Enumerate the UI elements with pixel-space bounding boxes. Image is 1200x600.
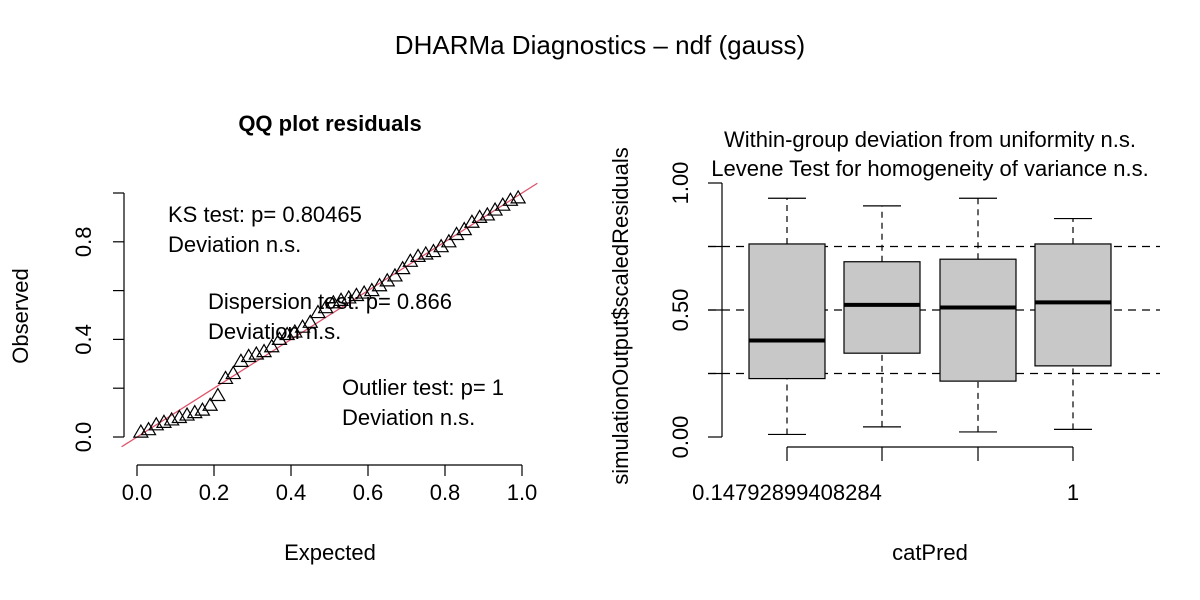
boxplot-box-group xyxy=(748,197,826,436)
qq-point xyxy=(410,248,427,263)
boxplot-y-tick-label: 0.00 xyxy=(668,416,693,459)
boxplot-y-tick-label: 0.50 xyxy=(668,289,693,332)
qq-x-tick-label: 0.4 xyxy=(276,480,307,505)
qq-point xyxy=(417,245,434,260)
qq-point xyxy=(225,365,242,380)
qq-y-tick-label: 0.4 xyxy=(71,324,96,355)
qq-point xyxy=(433,238,450,253)
boxplot-axes: 0.00 0.50 1.00 0.14792899408284 1 xyxy=(668,162,1079,505)
boxplot-box-group xyxy=(1034,217,1112,430)
qq-point xyxy=(140,421,157,436)
qq-axes: 0.0 0.2 0.4 0.6 0.8 1.0 0.0 0.4 0.8 xyxy=(71,182,538,505)
boxplot-title-line-2: Levene Test for homogeneity of variance … xyxy=(711,156,1148,181)
boxplot-box xyxy=(1034,243,1112,367)
boxplot-box-group xyxy=(939,197,1017,433)
qq-point xyxy=(132,423,149,438)
qq-point xyxy=(510,189,527,204)
boxplot-box xyxy=(939,258,1017,382)
qq-point xyxy=(325,294,342,309)
qq-point xyxy=(302,314,319,328)
qq-point xyxy=(171,409,188,424)
boxplot-panel: Within-group deviation from uniformity n… xyxy=(608,127,1160,565)
qq-x-tick-label: 0.2 xyxy=(199,480,230,505)
qq-point xyxy=(494,197,511,211)
boxplot-y-axis-label: simulationOutput$scaledResiduals xyxy=(608,147,633,485)
qq-point xyxy=(186,404,203,419)
boxplot-box-group xyxy=(843,205,921,428)
qq-point xyxy=(386,267,403,282)
qq-point xyxy=(356,284,373,299)
qq-point xyxy=(394,260,411,275)
boxplot-x-axis-label: catPred xyxy=(892,540,968,565)
qq-point xyxy=(209,387,226,402)
qq-point xyxy=(371,277,388,292)
qq-point xyxy=(148,416,165,431)
qq-point xyxy=(194,401,211,416)
qq-point xyxy=(163,411,180,426)
qq-annotation-line: Outlier test: p= 1 xyxy=(342,375,504,400)
boxplot-x-tick-label: 1 xyxy=(1067,480,1079,505)
boxplot-y-tick-label: 1.00 xyxy=(668,162,693,205)
qq-point xyxy=(363,282,380,297)
qq-point xyxy=(348,287,365,302)
qq-test-annotations: KS test: p= 0.80465 Deviation n.s. Dispers… xyxy=(168,202,504,430)
boxplot-x-tick-label: 0.14792899408284 xyxy=(692,480,882,505)
qq-point xyxy=(179,406,196,421)
qq-x-tick-label: 1.0 xyxy=(507,480,538,505)
qq-point xyxy=(286,323,303,338)
qq-point xyxy=(155,414,172,428)
boxplot-box xyxy=(843,261,921,354)
qq-y-tick-label: 0.0 xyxy=(71,422,96,453)
qq-points xyxy=(132,189,527,438)
qq-annotation-line: Deviation n.s. xyxy=(208,319,341,344)
qq-y-tick-label: 0.8 xyxy=(71,227,96,258)
qq-annotation-line: KS test: p= 0.80465 xyxy=(168,202,362,227)
qq-point xyxy=(487,201,504,216)
qq-x-tick-label: 0.6 xyxy=(353,480,384,505)
boxplot-boxes xyxy=(748,197,1112,436)
qq-y-axis-label: Observed xyxy=(8,268,33,363)
qq-point xyxy=(471,209,488,223)
qq-point xyxy=(256,343,273,358)
qq-x-tick-label: 0.8 xyxy=(430,480,461,505)
qq-annotation-line: Deviation n.s. xyxy=(168,232,301,257)
qq-point xyxy=(502,192,519,206)
qq-point xyxy=(448,226,465,241)
qq-annotation-line: Dispersion test: p= 0.866 xyxy=(208,289,452,314)
qq-point xyxy=(479,206,496,221)
qq-plot-panel: QQ plot residuals Expected Observed 0.0 0… xyxy=(8,111,538,565)
qq-point xyxy=(402,253,419,267)
qq-point xyxy=(279,326,296,341)
qq-point xyxy=(463,214,480,228)
qq-annotation-line: Deviation n.s. xyxy=(342,405,475,430)
page-title: DHARMa Diagnostics – ndf (gauss) xyxy=(395,30,805,60)
qq-plot-title: QQ plot residuals xyxy=(238,111,421,136)
qq-point xyxy=(248,345,265,360)
qq-point xyxy=(202,397,219,411)
qq-point xyxy=(309,304,326,319)
qq-point xyxy=(333,292,350,306)
qq-x-axis-label: Expected xyxy=(284,540,376,565)
qq-point xyxy=(263,338,280,353)
qq-point xyxy=(217,370,234,385)
boxplot-box xyxy=(748,243,826,380)
qq-point xyxy=(456,221,473,236)
qq-point xyxy=(425,243,442,258)
qq-point xyxy=(240,348,257,363)
qq-point xyxy=(271,331,288,345)
qq-point xyxy=(379,272,396,287)
qq-point xyxy=(340,289,357,304)
qq-point xyxy=(232,353,249,367)
qq-point xyxy=(317,299,334,314)
qq-x-tick-label: 0.0 xyxy=(122,480,153,505)
boxplot-title-line-1: Within-group deviation from uniformity n… xyxy=(724,127,1136,152)
qq-point xyxy=(294,319,311,333)
qq-point xyxy=(440,233,457,248)
